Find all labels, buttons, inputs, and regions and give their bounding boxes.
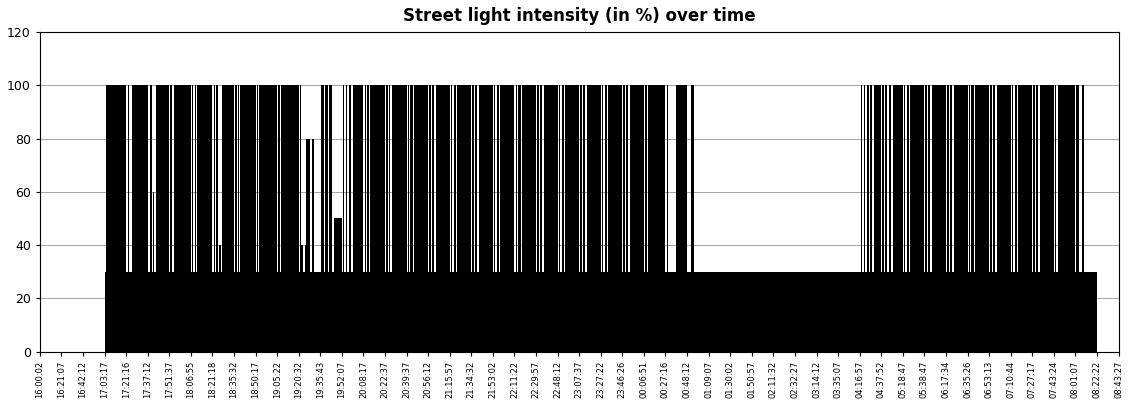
Title: Street light intensity (in %) over time: Street light intensity (in %) over time [403,7,756,25]
